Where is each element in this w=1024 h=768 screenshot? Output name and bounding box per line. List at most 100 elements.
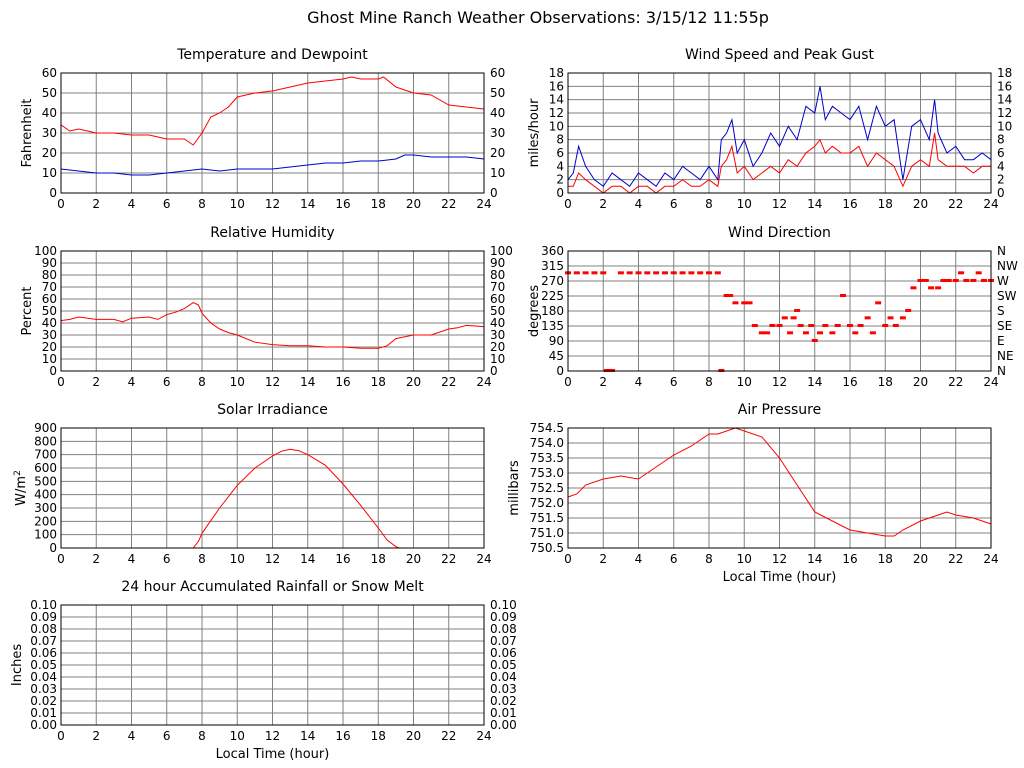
right-tick-label: W xyxy=(997,274,1009,288)
x-tick-label: 4 xyxy=(635,197,643,211)
direction-point xyxy=(741,301,748,305)
y-tick-label: 30 xyxy=(42,126,57,140)
x-tick-label: 12 xyxy=(772,375,787,389)
right-tick-label: 0.03 xyxy=(490,682,517,696)
y-tick-label: 10 xyxy=(42,166,57,180)
x-tick-label: 14 xyxy=(300,552,315,566)
y-tick-label: 752.5 xyxy=(530,481,564,495)
y-axis-label: miles/hour xyxy=(527,98,542,167)
y-tick-label: 0 xyxy=(49,186,57,200)
right-tick-label: 30 xyxy=(490,126,505,140)
x-tick-label: 6 xyxy=(670,552,678,566)
right-tick-label: 0.05 xyxy=(490,658,517,672)
x-tick-label: 6 xyxy=(163,729,171,743)
y-axis-label: degrees xyxy=(527,285,542,338)
y-tick-label: 18 xyxy=(549,66,564,80)
x-tick-label: 24 xyxy=(476,729,491,743)
y-tick-label: 8 xyxy=(556,133,564,147)
y-tick-label: 10 xyxy=(549,119,564,133)
x-tick-label: 0 xyxy=(57,197,65,211)
right-tick-label: 10 xyxy=(490,352,505,366)
direction-point xyxy=(817,331,824,335)
y-tick-label: 4 xyxy=(556,159,564,173)
right-tick-label: 0 xyxy=(997,186,1005,200)
y-axis-label: Fahrenheit xyxy=(20,99,35,168)
y-tick-label: 0.06 xyxy=(30,646,57,660)
x-tick-label: 20 xyxy=(913,375,928,389)
y-tick-label: 40 xyxy=(42,316,57,330)
x-tick-label: 0 xyxy=(564,552,572,566)
y-tick-label: 360 xyxy=(541,244,564,258)
y-tick-label: 80 xyxy=(42,268,57,282)
right-tick-label: N xyxy=(997,364,1006,378)
x-tick-label: 24 xyxy=(983,375,998,389)
direction-point xyxy=(582,271,589,275)
series-line-temp-0 xyxy=(60,76,485,146)
plot-frame xyxy=(60,72,485,194)
chart-title: Wind Direction xyxy=(728,225,831,241)
x-tick-label: 12 xyxy=(265,197,280,211)
y-tick-label: 754.0 xyxy=(530,436,564,450)
direction-point xyxy=(935,286,942,290)
series-line-solar-0 xyxy=(61,448,484,549)
plot-frame xyxy=(60,250,485,372)
right-tick-label: 60 xyxy=(490,292,505,306)
y-tick-label: 0.07 xyxy=(30,634,57,648)
y-tick-label: 60 xyxy=(42,66,57,80)
direction-point xyxy=(573,271,580,275)
x-tick-label: 14 xyxy=(300,729,315,743)
right-tick-label: 0.02 xyxy=(490,694,517,708)
x-tick-label: 18 xyxy=(878,552,893,566)
x-tick-label: 0 xyxy=(564,197,572,211)
x-tick-label: 12 xyxy=(265,729,280,743)
right-tick-label: 0.07 xyxy=(490,634,517,648)
y-tick-label: 100 xyxy=(34,528,57,542)
x-tick-label: 16 xyxy=(335,197,350,211)
right-tick-label: NW xyxy=(997,259,1018,273)
y-tick-label: 0.02 xyxy=(30,694,57,708)
x-tick-label: 14 xyxy=(807,552,822,566)
x-tick-label: 16 xyxy=(842,552,857,566)
y-tick-label: 10 xyxy=(42,352,57,366)
x-tick-label: 2 xyxy=(92,552,100,566)
direction-point xyxy=(887,316,894,320)
x-tick-label: 2 xyxy=(599,552,607,566)
direction-point xyxy=(679,271,686,275)
direction-point xyxy=(910,286,917,290)
x-tick-label: 24 xyxy=(476,197,491,211)
x-tick-label: 20 xyxy=(913,552,928,566)
right-tick-label: 60 xyxy=(490,66,505,80)
x-tick-label: 2 xyxy=(92,375,100,389)
direction-point xyxy=(688,271,695,275)
direction-point xyxy=(970,279,977,282)
x-tick-label: 18 xyxy=(371,729,386,743)
y-tick-label: 100 xyxy=(34,244,57,258)
x-tick-label: 8 xyxy=(198,552,206,566)
direction-point xyxy=(922,279,929,282)
right-tick-label: SW xyxy=(997,289,1017,303)
y-tick-label: 600 xyxy=(34,461,57,475)
x-tick-label: 4 xyxy=(635,375,643,389)
right-tick-label: N xyxy=(997,244,1006,258)
right-tick-label: 0.00 xyxy=(490,718,517,732)
x-tick-label: 14 xyxy=(300,197,315,211)
y-tick-label: 300 xyxy=(34,501,57,515)
right-tick-label: 30 xyxy=(490,328,505,342)
unit-exponent: 2 xyxy=(13,470,23,476)
plot-frame xyxy=(567,427,992,549)
right-tick-label: 0.08 xyxy=(490,622,517,636)
direction-point xyxy=(892,324,899,327)
x-tick-label: 6 xyxy=(670,197,678,211)
x-tick-label: 12 xyxy=(265,375,280,389)
y-tick-label: 14 xyxy=(549,93,564,107)
right-tick-label: 0.10 xyxy=(490,598,517,612)
x-tick-label: 2 xyxy=(599,375,607,389)
direction-point xyxy=(751,324,758,327)
y-tick-label: 315 xyxy=(541,259,564,273)
right-tick-label: 0.09 xyxy=(490,610,517,624)
y-axis-label: Inches xyxy=(10,644,25,686)
